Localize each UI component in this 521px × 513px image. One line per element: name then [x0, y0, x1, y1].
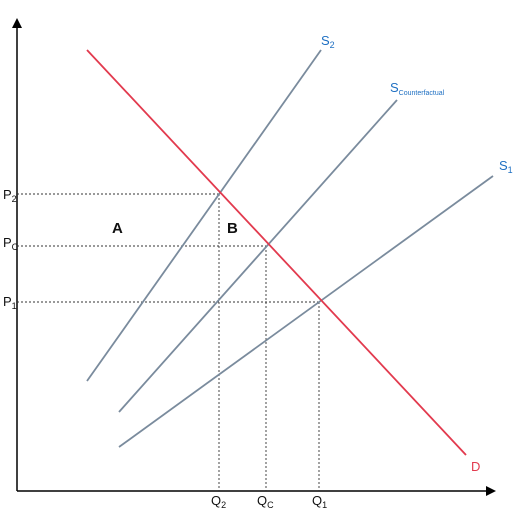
region-label-a: A [112, 220, 123, 237]
demand-label: D [471, 459, 480, 474]
supply-label-counterfactual: SCounterfactual [390, 80, 445, 97]
price-label-pc: PC [3, 235, 19, 252]
supply-label-s2: S2 [321, 33, 335, 50]
supply-curve-s1 [118, 175, 494, 448]
price-label-p1: P1 [3, 294, 17, 311]
supply-curve-s2 [86, 49, 322, 382]
quantity-label-q1: Q1 [312, 493, 327, 510]
supply-label-s1: S1 [499, 158, 513, 175]
price-label-p2: P2 [3, 187, 17, 204]
quantity-label-qc: QC [257, 493, 274, 510]
region-label-b: B [227, 220, 238, 237]
supply-curve-counterfactual [118, 99, 398, 413]
guide-lines [17, 193, 320, 491]
quantity-label-q2: Q2 [211, 493, 226, 510]
demand-curve [86, 49, 467, 456]
